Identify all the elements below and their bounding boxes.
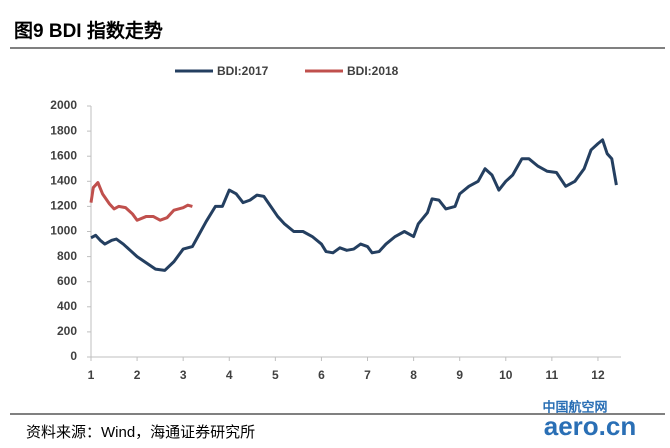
series-line bbox=[90, 138, 618, 272]
x-tick-label: 3 bbox=[180, 368, 187, 382]
x-tick-label: 11 bbox=[546, 368, 559, 382]
chart-title: 图9 BDI 指数走势 bbox=[14, 19, 163, 42]
legend-label: BDI:2018 bbox=[347, 64, 399, 78]
y-tick-label: 600 bbox=[57, 274, 77, 288]
source: 资料来源：Wind，海通证券研究所 bbox=[26, 424, 255, 441]
y-tick-label: 1800 bbox=[50, 123, 77, 137]
y-tick-label: 200 bbox=[57, 324, 77, 338]
y-tick-label: 800 bbox=[57, 249, 77, 263]
watermark-en: aero.cn bbox=[544, 411, 637, 441]
x-tick-label: 5 bbox=[272, 368, 279, 382]
y-tick-label: 1200 bbox=[50, 199, 77, 213]
x-tick-label: 7 bbox=[364, 368, 371, 382]
y-tick-label: 400 bbox=[57, 299, 77, 313]
x-tick-label: 12 bbox=[591, 368, 605, 382]
y-tick-label: 1400 bbox=[50, 173, 77, 187]
x-tick-label: 6 bbox=[318, 368, 325, 382]
y-tick-label: 1600 bbox=[50, 148, 77, 162]
legend-label: BDI:2017 bbox=[217, 64, 269, 78]
x-tick-label: 9 bbox=[456, 368, 463, 382]
x-tick-label: 4 bbox=[226, 368, 233, 382]
y-tick-label: 1000 bbox=[50, 224, 77, 238]
y-tick-label: 0 bbox=[70, 349, 77, 363]
x-tick-label: 2 bbox=[134, 368, 141, 382]
watermark-cn: 中国航空网 bbox=[542, 399, 607, 414]
x-tick-label: 10 bbox=[499, 368, 513, 382]
x-tick-label: 1 bbox=[88, 368, 95, 382]
series-line bbox=[89, 181, 193, 222]
y-tick-label: 2000 bbox=[50, 98, 77, 112]
x-tick-label: 8 bbox=[410, 368, 417, 382]
